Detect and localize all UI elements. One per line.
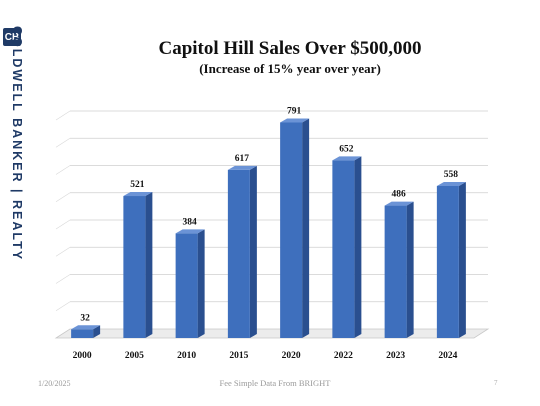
- bar-side-2020: [302, 118, 310, 338]
- bar-2022: [332, 160, 355, 338]
- bar-2010: [175, 233, 198, 338]
- bar-side-2010: [197, 229, 205, 338]
- gridline-side: [55, 274, 71, 284]
- bar-top-2000: [71, 325, 101, 330]
- data-label-2000: 32: [80, 313, 90, 323]
- data-label-2024: 558: [444, 170, 459, 180]
- bar-2005: [123, 196, 146, 338]
- x-tick-label-2022: 2022: [334, 351, 353, 361]
- bar-top-2023: [384, 201, 414, 206]
- footer-source: Fee Simple Data From BRIGHT: [219, 378, 331, 388]
- chart-title: Capitol Hill Sales Over $500,000: [158, 38, 422, 59]
- x-tick-label-2005: 2005: [125, 351, 144, 361]
- x-tick-label-2000: 2000: [73, 351, 92, 361]
- bar-side-2022: [354, 156, 362, 338]
- bar-side-2015: [249, 165, 257, 338]
- bar-side-2005: [145, 192, 153, 338]
- data-label-2022: 652: [339, 144, 354, 154]
- data-label-2010: 384: [183, 217, 198, 227]
- x-tick-label-2024: 2024: [438, 351, 457, 361]
- data-label-2020: 791: [287, 106, 302, 116]
- bar-top-2010: [175, 229, 205, 234]
- bar-side-2023: [406, 201, 414, 338]
- x-tick-label-2023: 2023: [386, 351, 405, 361]
- gridline-side: [55, 137, 71, 148]
- bar-top-2024: [436, 181, 466, 186]
- gridline-side: [55, 192, 71, 203]
- bar-side-2024: [458, 181, 466, 338]
- brand-sidebar: CB: [0, 28, 24, 294]
- chart-floor: [54, 328, 490, 339]
- data-label-2023: 486: [392, 190, 407, 200]
- bar-2015: [227, 169, 250, 338]
- coldwell-banker-logo: CB: [3, 28, 21, 46]
- bar-2023: [384, 205, 407, 338]
- bar-top-2015: [227, 165, 257, 170]
- footer-date: 1/20/2025: [38, 379, 71, 388]
- bar-2024: [436, 185, 459, 338]
- gridline-side: [55, 219, 71, 230]
- bar-top-2020: [280, 118, 310, 123]
- gridline-side: [55, 246, 71, 257]
- bar-top-2005: [123, 192, 153, 197]
- gridline-side: [55, 110, 71, 121]
- bar-top-2022: [332, 156, 362, 161]
- page-number: 7: [494, 379, 498, 387]
- bar-side-2000: [93, 325, 101, 338]
- x-tick-label-2020: 2020: [282, 351, 301, 361]
- chart-subtitle: (Increase of 15% year over year): [199, 61, 381, 76]
- x-tick-label-2015: 2015: [229, 351, 248, 361]
- bar-2020: [280, 122, 303, 338]
- data-label-2005: 521: [130, 180, 145, 190]
- data-label-2015: 617: [235, 154, 250, 164]
- x-tick-label-2010: 2010: [177, 351, 196, 361]
- gridline-side: [55, 301, 71, 312]
- bar-2000: [71, 329, 94, 338]
- gridline-side: [55, 165, 71, 175]
